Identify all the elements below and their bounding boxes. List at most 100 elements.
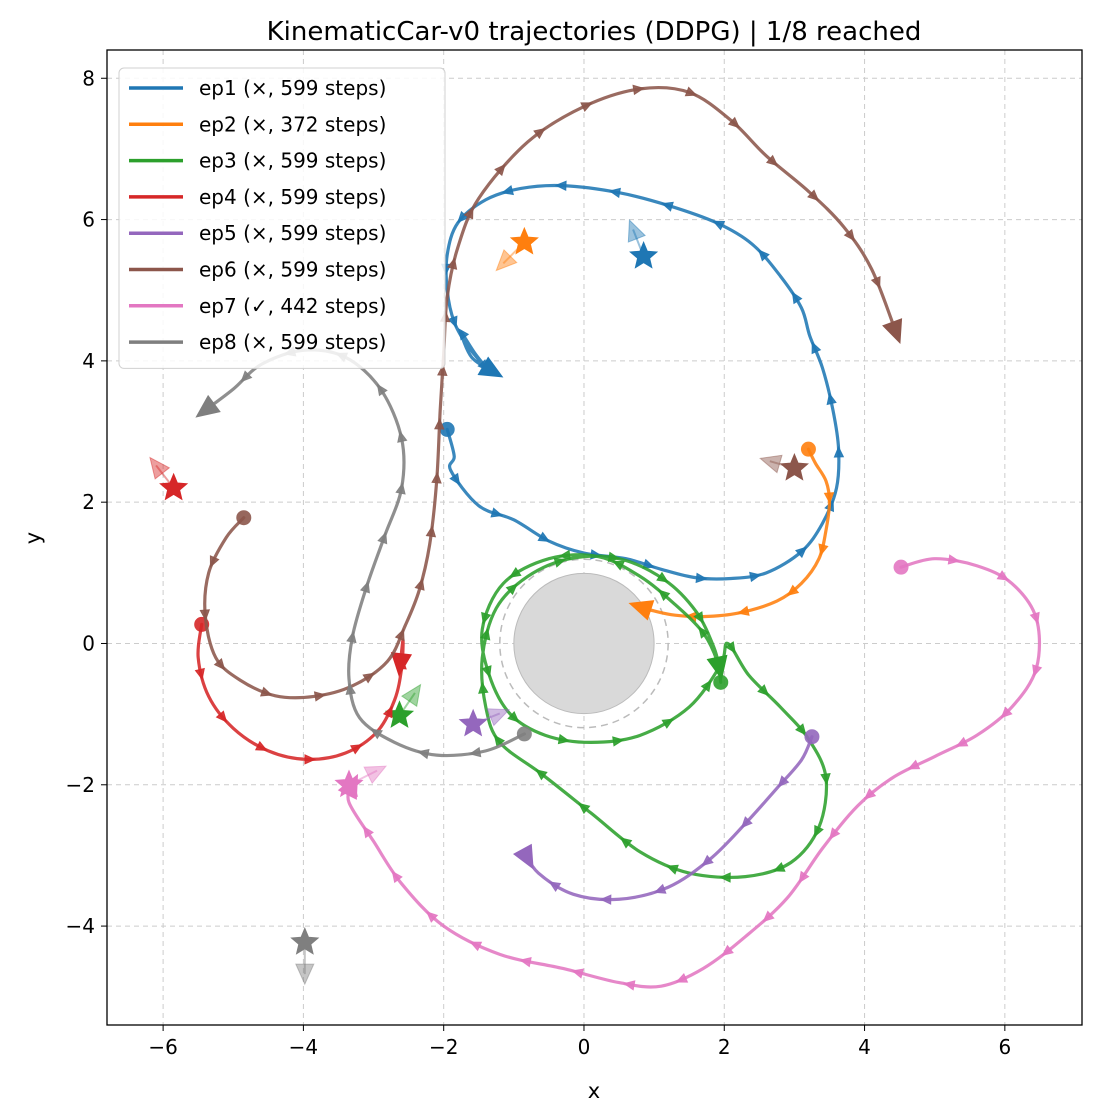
direction-arrow xyxy=(425,525,437,538)
start-marker xyxy=(236,510,252,526)
y-tick-label: 6 xyxy=(82,208,95,232)
trajectory-line xyxy=(638,447,832,619)
direction-arrow xyxy=(724,641,736,654)
direction-arrow xyxy=(795,723,807,736)
direction-arrow xyxy=(632,84,645,96)
direction-arrow xyxy=(843,228,856,242)
goal-star xyxy=(290,927,320,955)
x-tick-label: −4 xyxy=(289,1035,318,1059)
direction-arrow xyxy=(661,718,675,729)
direction-arrow xyxy=(557,733,571,745)
direction-arrow xyxy=(362,672,376,684)
direction-arrow xyxy=(209,555,220,568)
direction-arrow xyxy=(194,667,205,681)
direction-arrow xyxy=(548,881,562,892)
direction-arrow xyxy=(675,972,689,983)
direction-arrow xyxy=(599,894,612,905)
direction-arrow xyxy=(820,773,831,786)
end-heading-arrow xyxy=(512,843,534,870)
direction-arrow xyxy=(382,705,393,719)
direction-arrow xyxy=(658,589,671,602)
obstacle-circle xyxy=(513,572,655,715)
direction-arrow xyxy=(661,201,674,212)
y-tick-label: 8 xyxy=(82,66,95,90)
direction-arrow xyxy=(823,492,835,505)
y-tick-label: 4 xyxy=(82,349,95,373)
direction-arrow xyxy=(395,482,406,495)
direction-arrow xyxy=(698,626,710,639)
direction-arrow xyxy=(619,837,633,849)
plot-frame xyxy=(106,49,1083,1026)
direction-arrow xyxy=(554,180,567,192)
direction-arrow xyxy=(818,543,829,557)
direction-arrow xyxy=(376,383,388,397)
direction-arrow xyxy=(833,445,845,458)
series-7 xyxy=(334,554,1043,991)
direction-arrow xyxy=(786,584,800,597)
direction-arrow xyxy=(535,769,548,781)
goal-heading-arrow xyxy=(495,249,518,272)
direction-arrow xyxy=(490,507,504,518)
direction-arrow xyxy=(493,734,506,748)
direction-arrow xyxy=(571,968,585,979)
goal-heading-arrow xyxy=(759,454,783,474)
direction-arrow xyxy=(304,754,317,765)
direction-arrow xyxy=(447,315,458,329)
direction-arrow xyxy=(313,691,327,702)
direction-arrow xyxy=(718,872,731,883)
direction-arrow xyxy=(907,759,921,770)
obstacle xyxy=(499,558,669,729)
direction-arrow xyxy=(481,665,492,678)
direction-arrow xyxy=(481,611,492,625)
y-tick-label: −4 xyxy=(66,914,95,938)
goal-heading-arrow xyxy=(295,963,315,986)
direction-arrow xyxy=(254,740,268,751)
trajectory-line xyxy=(203,85,898,700)
direction-arrow xyxy=(457,327,470,341)
y-tick-label: −2 xyxy=(66,773,95,797)
goal-heading-arrow xyxy=(627,219,647,243)
direction-arrow xyxy=(777,775,790,788)
goal-heading-arrow xyxy=(149,456,171,480)
direction-arrow xyxy=(814,824,824,838)
direction-arrow xyxy=(377,531,388,545)
start-marker xyxy=(439,421,455,437)
goal-star xyxy=(334,769,364,798)
x-tick-label: 0 xyxy=(578,1035,591,1059)
legend-label: ep4 (×, 599 steps) xyxy=(199,185,386,209)
direction-arrow xyxy=(721,944,734,957)
x-tick-label: 6 xyxy=(998,1035,1011,1059)
goal-star xyxy=(629,241,659,269)
x-tick-label: −6 xyxy=(148,1035,177,1059)
direction-arrow xyxy=(955,736,969,747)
direction-arrow xyxy=(653,883,667,894)
x-tick-label: −2 xyxy=(429,1035,458,1059)
series-4 xyxy=(149,456,413,765)
direction-arrow xyxy=(215,710,228,723)
direction-arrow xyxy=(684,86,698,97)
goal-heading-arrow xyxy=(363,765,388,785)
legend-box xyxy=(118,67,446,369)
direction-arrow xyxy=(391,870,403,884)
direction-arrow xyxy=(666,864,679,875)
direction-arrow xyxy=(537,531,551,542)
direction-arrow xyxy=(505,583,518,596)
direction-arrow xyxy=(757,684,770,697)
chart-title: KinematicCar-v0 trajectories (DDPG) | 1/… xyxy=(267,17,922,47)
direction-arrow xyxy=(1029,611,1040,625)
direction-arrow xyxy=(656,571,669,583)
direction-arrow xyxy=(425,911,439,923)
direction-arrow xyxy=(213,657,226,671)
legend-label: ep5 (×, 599 steps) xyxy=(199,221,386,245)
direction-arrow xyxy=(737,605,750,616)
legend-label: ep2 (×, 372 steps) xyxy=(199,112,386,136)
goal-star xyxy=(509,226,539,255)
x-axis-label: x xyxy=(588,1079,600,1103)
direction-arrow xyxy=(519,957,532,968)
direction-arrow xyxy=(414,578,425,591)
direction-arrow xyxy=(791,291,803,305)
start-marker xyxy=(516,726,532,742)
direction-arrow xyxy=(370,728,383,740)
series-5 xyxy=(458,708,820,905)
direction-arrow xyxy=(612,736,625,747)
